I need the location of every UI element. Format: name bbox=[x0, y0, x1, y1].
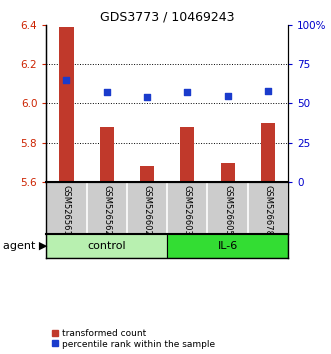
Point bbox=[225, 93, 230, 98]
Bar bbox=[60, 27, 73, 182]
Bar bbox=[140, 166, 154, 182]
Text: GSM526678: GSM526678 bbox=[263, 185, 272, 236]
Text: GSM526561: GSM526561 bbox=[62, 185, 71, 235]
Text: control: control bbox=[87, 241, 126, 251]
Bar bbox=[46, 234, 167, 258]
Bar bbox=[167, 234, 288, 258]
Bar bbox=[220, 162, 235, 182]
Text: agent ▶: agent ▶ bbox=[3, 241, 48, 251]
Text: IL-6: IL-6 bbox=[217, 241, 238, 251]
Title: GDS3773 / 10469243: GDS3773 / 10469243 bbox=[100, 11, 234, 24]
Text: GSM526602: GSM526602 bbox=[143, 185, 152, 235]
Text: GSM526562: GSM526562 bbox=[102, 185, 111, 235]
Point bbox=[104, 90, 109, 95]
Bar bbox=[261, 123, 275, 182]
Point bbox=[185, 90, 190, 95]
Bar bbox=[100, 127, 114, 182]
Text: GSM526603: GSM526603 bbox=[183, 185, 192, 236]
Legend: transformed count, percentile rank within the sample: transformed count, percentile rank withi… bbox=[51, 328, 216, 349]
Point bbox=[265, 88, 270, 94]
Bar bbox=[180, 127, 194, 182]
Point bbox=[64, 77, 69, 83]
Point bbox=[144, 95, 150, 100]
Text: GSM526605: GSM526605 bbox=[223, 185, 232, 235]
